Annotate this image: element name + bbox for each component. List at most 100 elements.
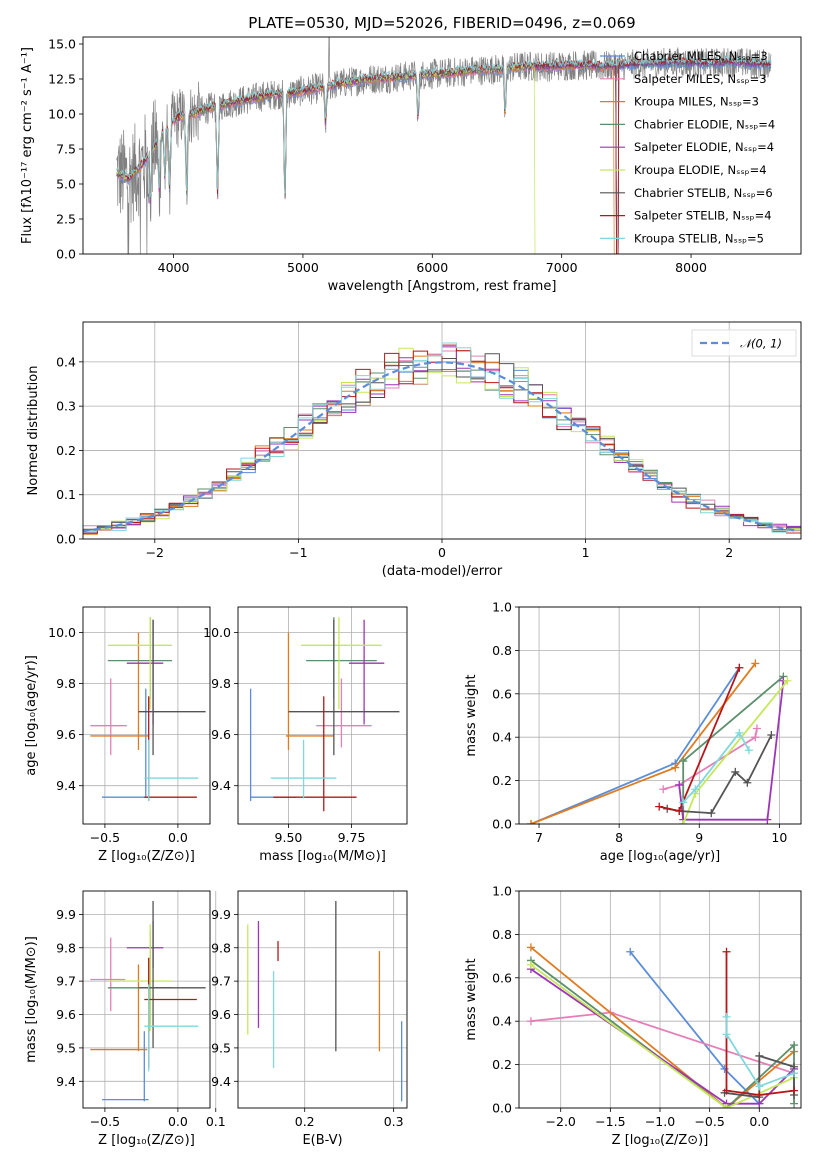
y-tick-label: 9.8 <box>56 676 76 691</box>
chart-title: PLATE=0530, MJD=52026, FIBERID=0496, z=0… <box>248 14 635 32</box>
model-spectrum-chabrier-stelib <box>116 56 772 254</box>
errorbar-point-chabrier-stelib <box>288 619 400 756</box>
y-axis-label: mass weight <box>464 674 479 756</box>
y-tick-label: 0.0 <box>492 817 512 832</box>
errorbar-point-salpeter-miles <box>316 678 372 748</box>
data-marker <box>790 1099 799 1108</box>
model-spectrum-salpeter-stelib <box>116 56 772 254</box>
x-tick-label: 7 <box>535 830 543 845</box>
data-marker <box>752 724 761 733</box>
data-marker <box>755 1090 764 1099</box>
y-axis-label: mass weight <box>464 958 479 1040</box>
data-marker <box>783 676 792 685</box>
y-tick-label: 0.4 <box>56 354 76 369</box>
x-tick-label: −0.5 <box>90 830 120 845</box>
x-tick-label: 7000 <box>546 260 578 275</box>
y-tick-label: 0.3 <box>56 399 76 414</box>
data-marker <box>790 1086 799 1095</box>
y-tick-label: 1.0 <box>492 600 512 615</box>
y-tick-label: 9.5 <box>56 1040 76 1055</box>
weight_vs_age-plot-area <box>527 659 792 824</box>
age_vs_mass-panel: 9.50 9.75 9.4 9.6 9.8 10.0 mass [log₁₀(M/M⊙)] <box>203 606 408 864</box>
errorbar-point-chabrier-stelib <box>138 619 206 756</box>
y-tick-label: 9.8 <box>211 940 231 955</box>
y-axis-label: Flux [fλ10⁻¹⁷ erg cm⁻² s⁻¹ A⁻¹] <box>20 47 35 244</box>
y-tick-label: 9.6 <box>211 1007 231 1022</box>
x-tick-label: 0.2 <box>295 1114 315 1129</box>
x-tick-label: 1 <box>582 545 590 560</box>
data-marker <box>675 806 684 815</box>
series-salpeter-miles <box>526 1008 799 1078</box>
spectrum-panel: 4000 5000 6000 7000 8000 0.0 2.5 5.0 7.5 10.0 12.5… <box>20 14 802 294</box>
y-axis-label: mass [log₁₀(M/M⊙)] <box>24 936 39 1063</box>
axes-frame <box>237 890 408 1109</box>
data-marker <box>735 663 744 672</box>
errorbar-point-kroupa-stelib <box>144 739 199 802</box>
series-line <box>530 964 795 1108</box>
y-tick-label: 9.4 <box>56 1074 76 1089</box>
series-kroupa-stelib <box>722 1012 799 1091</box>
axes-frame <box>82 321 802 540</box>
y-tick-label: 10.0 <box>48 625 76 640</box>
mass_vs_ebv-plot-area <box>247 901 403 1102</box>
x-tick-label: −1.0 <box>645 1114 675 1129</box>
series-line <box>530 946 795 1108</box>
y-tick-label: 9.4 <box>211 778 231 793</box>
legend-label: 𝒩(0, 1) <box>740 337 782 351</box>
x-tick-label: 8000 <box>675 260 707 275</box>
errorbar-point-chabrier-elodie <box>107 931 173 1025</box>
series-kroupa-miles <box>527 659 760 824</box>
data-marker <box>722 1104 731 1108</box>
x-tick-label: 0.0 <box>168 830 188 845</box>
y-tick-label: 9.7 <box>56 974 76 989</box>
series-chabrier-miles <box>527 663 744 824</box>
axes-frame <box>82 606 211 825</box>
x-tick-label: 9.50 <box>275 830 303 845</box>
data-marker <box>671 763 680 772</box>
axes-frame <box>82 890 211 1109</box>
y-tick-label: 9.5 <box>211 1040 231 1055</box>
series-salpeter-stelib <box>655 663 744 815</box>
data-marker <box>731 767 740 776</box>
x-tick-label: 0.0 <box>749 1114 769 1129</box>
errorbar-point-kroupa-stelib <box>270 739 337 799</box>
x-tick-label: 0.0 <box>168 1114 188 1129</box>
x-tick-label: 5000 <box>287 260 319 275</box>
errorbar-point-salpeter-stelib <box>273 696 357 812</box>
legend-label: Salpeter ELODIE, Nₛₛₚ=4 <box>634 140 774 154</box>
weight_vs_Z-plot-area <box>526 943 799 1108</box>
data-marker <box>675 780 684 789</box>
normal-reference-curve <box>83 361 799 533</box>
y-tick-label: 9.8 <box>211 676 231 691</box>
data-marker <box>722 1086 731 1095</box>
x-tick-label: 9 <box>695 830 703 845</box>
series-line <box>530 1011 795 1075</box>
y-axis-label: Normed distribution <box>26 366 41 496</box>
model-spectrum-kroupa-miles <box>116 62 617 254</box>
series-kroupa-elodie <box>526 960 799 1108</box>
x-tick-label: −2.0 <box>546 1114 576 1129</box>
y-tick-label: 0.2 <box>492 773 512 788</box>
y-tick-label: 0.0 <box>56 247 76 262</box>
legend-label: Salpeter STELIB, Nₛₛₚ=4 <box>634 209 772 223</box>
y-tick-label: 9.6 <box>56 1007 76 1022</box>
series-line <box>682 731 750 803</box>
x-axis-label: age [log₁₀(age/yr)] <box>600 849 721 864</box>
age_vs_Z-plot-area <box>90 617 206 802</box>
data-marker <box>763 815 772 824</box>
model-spectrum-chabrier-elodie <box>116 59 772 254</box>
legend-label: Chabrier STELIB, Nₛₛₚ=6 <box>634 186 773 200</box>
mass_vs_Z-panel: −0.5 0.0 9.4 9.5 9.6 9.7 9.8 9.9 Z [log₁₀(Z/Z⊙)]… <box>24 890 211 1148</box>
errorbar-point-salpeter-elodie <box>348 619 385 725</box>
errorbar-point-kroupa-miles <box>285 632 334 750</box>
y-tick-label: 0.8 <box>492 643 512 658</box>
y-tick-label: 9.4 <box>56 778 76 793</box>
legend-label: Kroupa MILES, Nₛₛₚ=3 <box>634 95 759 109</box>
series-line <box>682 680 789 824</box>
x-tick-label: 0 <box>438 545 446 560</box>
series-kroupa-stelib <box>679 728 753 807</box>
errorbar-point-kroupa-stelib <box>144 984 199 1072</box>
y-tick-label: 9.7 <box>211 974 231 989</box>
axes-frame <box>82 36 802 255</box>
errorbar-point-chabrier-miles <box>101 1031 149 1102</box>
